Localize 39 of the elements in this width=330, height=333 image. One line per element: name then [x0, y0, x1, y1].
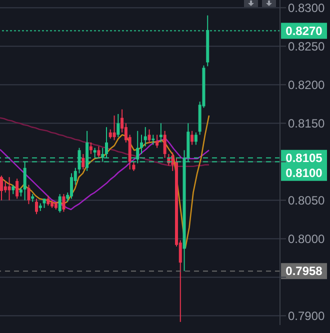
- candlestick: [190, 130, 194, 146]
- candlestick: [156, 134, 159, 148]
- ref-line-label: 0.8105: [286, 150, 323, 165]
- candlestick: [144, 126, 147, 147]
- candlestick: [116, 113, 120, 138]
- candlestick: [42, 198, 46, 208]
- ref-line-label: 0.7958: [286, 264, 323, 278]
- candlestick: [89, 142, 92, 155]
- candlestick: [112, 115, 116, 141]
- candlestick: [152, 134, 155, 146]
- legend-label: 0.8100: [286, 166, 323, 180]
- candlestick: [148, 128, 151, 144]
- y-tick-label: 0.8150: [288, 116, 326, 130]
- candlestick: [4, 180, 7, 194]
- y-tick-label: 0.8200: [288, 78, 326, 92]
- y-tick-label: 0.8000: [288, 232, 326, 246]
- y-tick-label: 0.7900: [288, 309, 326, 324]
- candlestick: [27, 184, 30, 205]
- candlestick: [16, 178, 19, 200]
- candlestick: [163, 130, 166, 158]
- candlestick: [70, 172, 73, 200]
- y-tick-label: 0.8250: [288, 39, 326, 54]
- line-series: [0, 114, 210, 249]
- candlestick: [58, 194, 62, 214]
- candlestick: [46, 195, 50, 206]
- candlestick: [140, 134, 143, 155]
- candlestick: [82, 154, 85, 170]
- candlestick: [194, 132, 198, 146]
- candlestick: [108, 128, 112, 140]
- y-tick-label: 0.8300: [288, 0, 326, 15]
- y-tick-label: 0.8050: [288, 193, 326, 208]
- candlestick: [97, 146, 100, 158]
- candlestick: [12, 184, 15, 195]
- candlestick: [8, 176, 11, 201]
- ref-line-label: 0.8270: [286, 24, 323, 38]
- line-series: [0, 117, 210, 167]
- candlestick: [0, 175, 3, 201]
- candlestick: [35, 198, 38, 215]
- candlestick: [62, 194, 66, 212]
